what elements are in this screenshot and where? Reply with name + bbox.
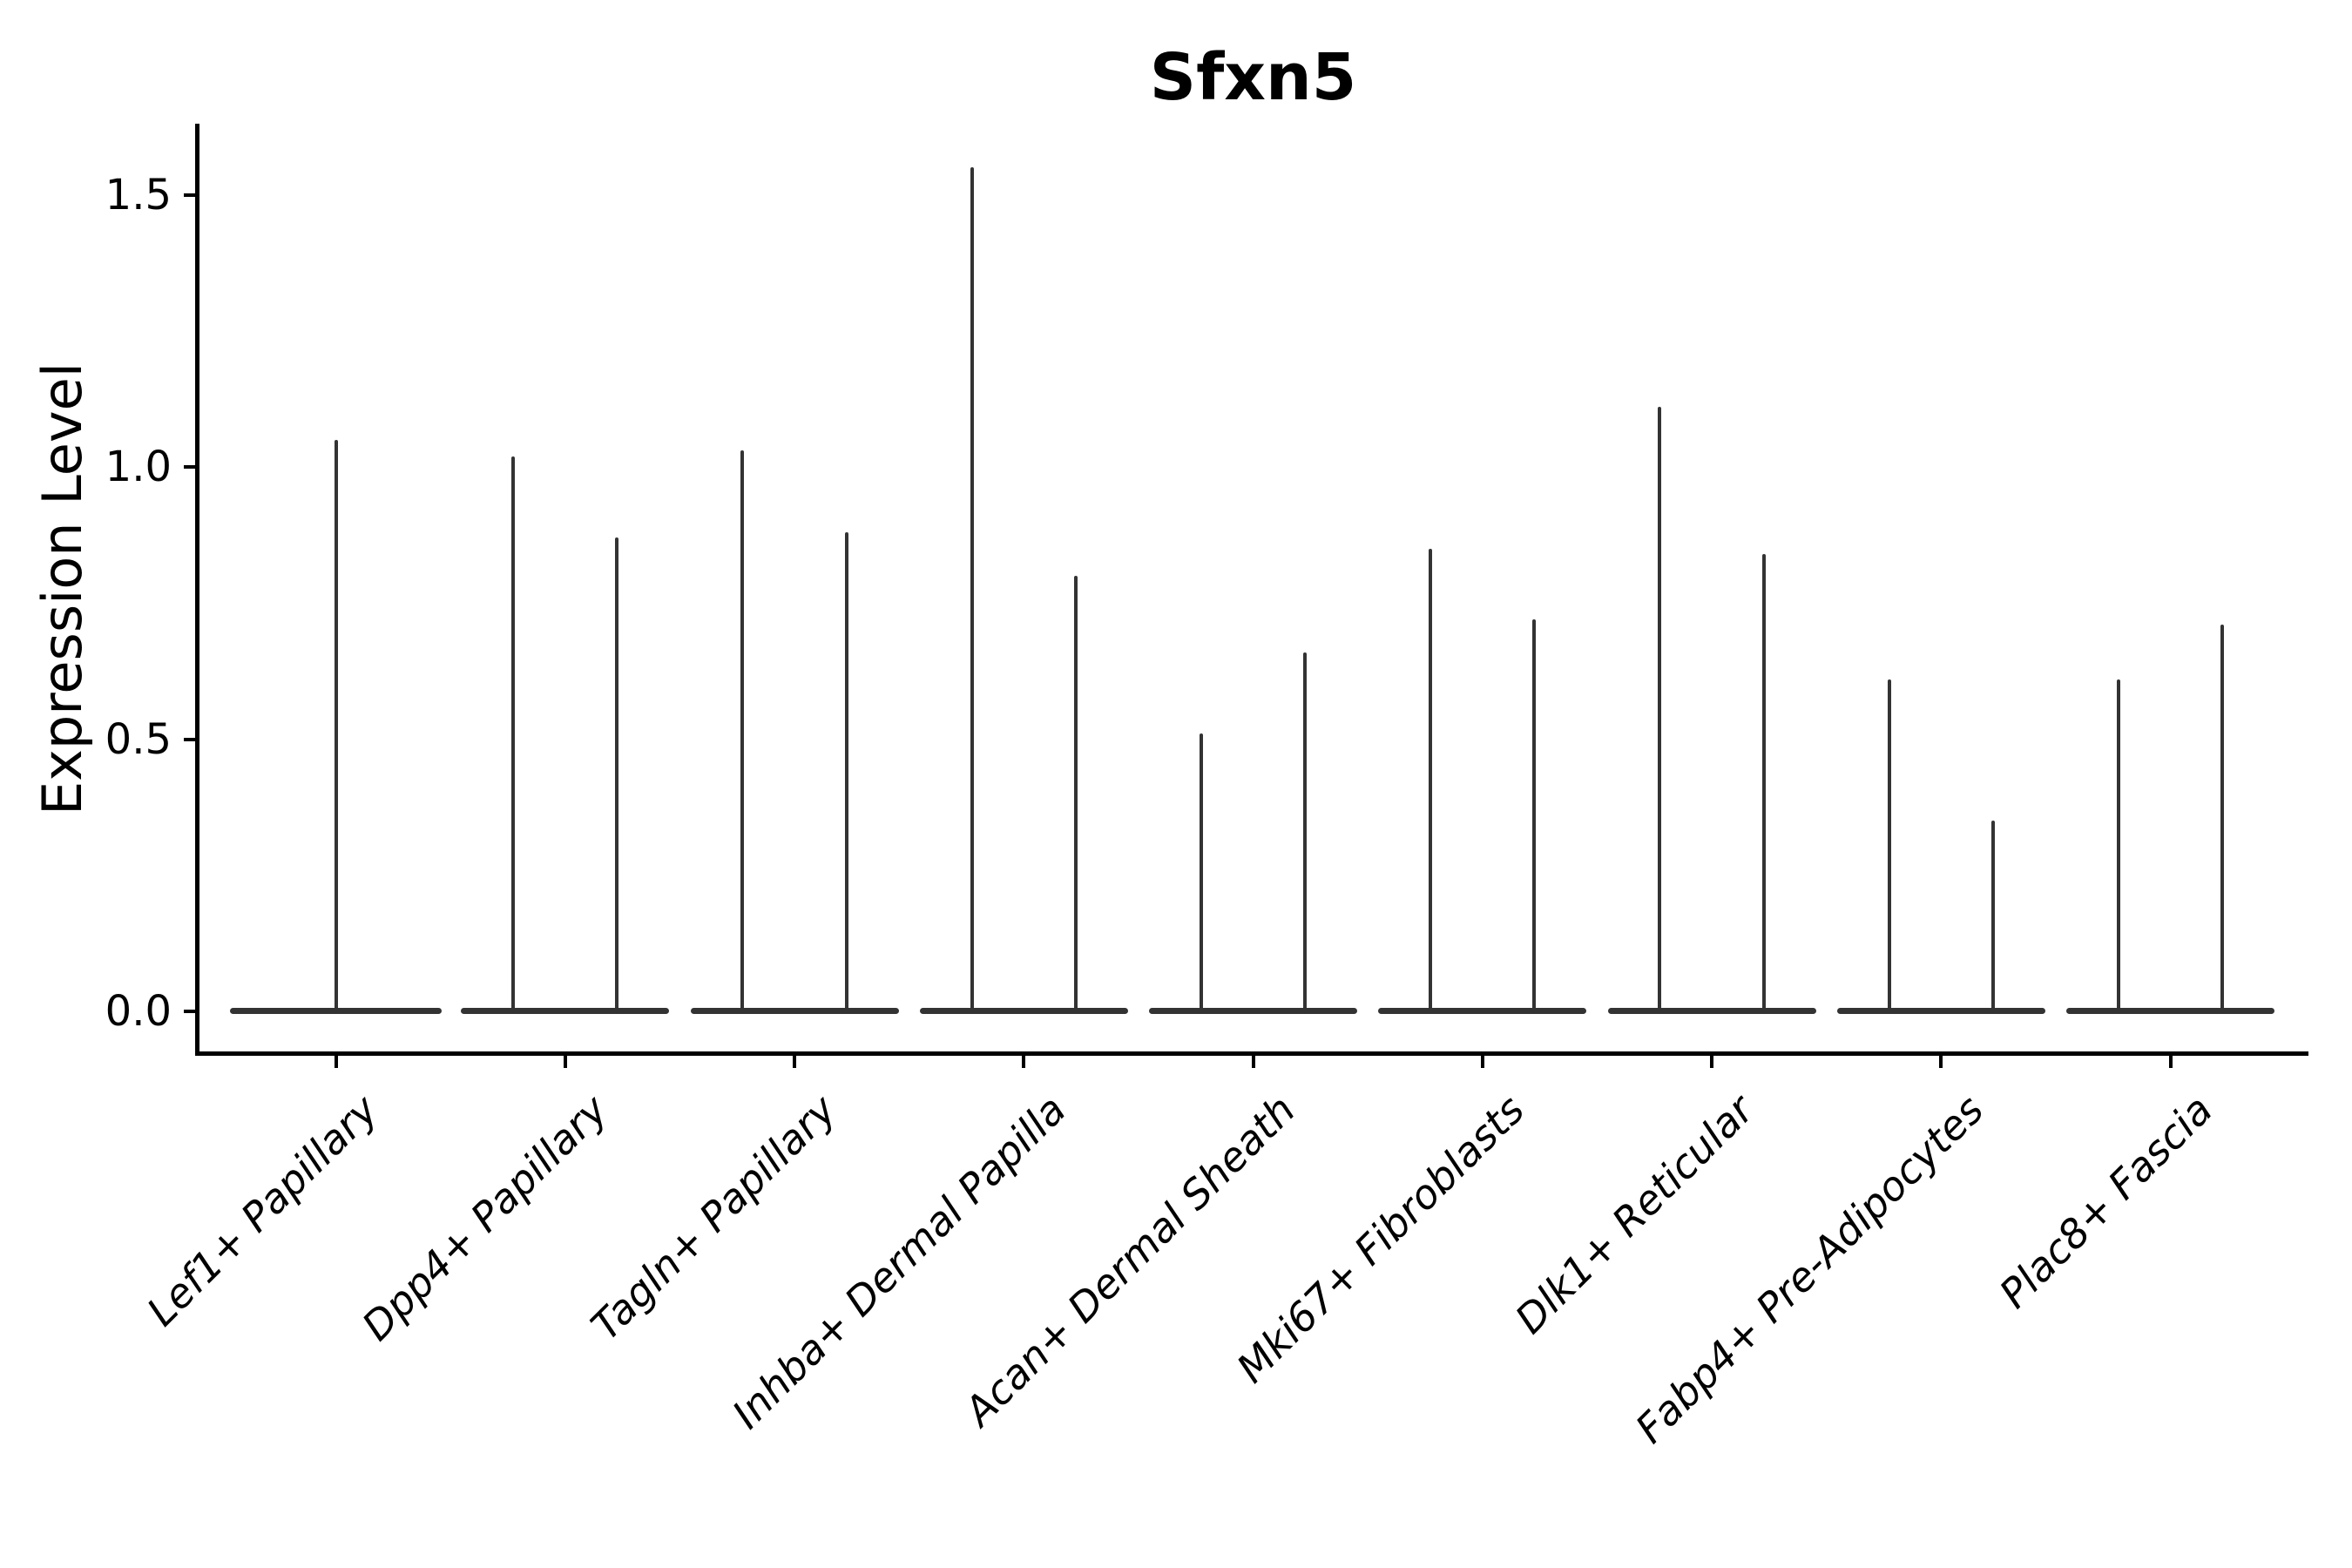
y-axis-spine: [195, 124, 199, 1056]
x-tick-label: Dlk1+ Reticular: [1506, 1085, 1763, 1343]
x-tick-mark: [2168, 1056, 2173, 1068]
violin-spike: [511, 456, 516, 1014]
violin-spike: [1429, 548, 1433, 1014]
x-tick-mark: [334, 1056, 338, 1068]
x-tick-mark: [1710, 1056, 1713, 1068]
violin-spike: [334, 439, 338, 1014]
violin-spike: [1990, 821, 1995, 1014]
y-tick-mark: [184, 737, 196, 741]
violin-spike: [1199, 733, 1203, 1014]
violin-base: [690, 1008, 899, 1014]
x-tick-mark: [1480, 1056, 1484, 1068]
violin-spike: [1532, 619, 1537, 1014]
violin-base: [461, 1008, 670, 1014]
violin-spike: [970, 167, 974, 1014]
violin-base: [1378, 1008, 1587, 1014]
y-tick-label: 0.0: [105, 987, 172, 1036]
x-axis-spine: [195, 1051, 2308, 1056]
violin-spike: [615, 537, 619, 1014]
y-tick-label: 1.5: [105, 170, 172, 220]
violin-spike: [2220, 625, 2225, 1014]
y-tick-mark: [184, 465, 196, 469]
y-tick-label: 1.0: [105, 443, 172, 491]
x-tick-label: Tagln+ Papillary: [582, 1085, 846, 1349]
x-tick-mark: [1939, 1056, 1943, 1068]
violin-spike: [740, 450, 745, 1014]
violin-spike: [844, 532, 848, 1014]
violin-spike: [1761, 554, 1766, 1014]
violin-base: [919, 1008, 1128, 1014]
x-tick-mark: [1022, 1056, 1026, 1068]
violin-base: [1836, 1008, 2045, 1014]
violin-base: [1607, 1008, 1816, 1014]
y-axis-label: Expression Level: [30, 362, 94, 815]
x-tick-label: Dpp4+ Papillary: [352, 1085, 617, 1350]
y-tick-mark: [184, 1010, 196, 1013]
violin-base: [2066, 1008, 2274, 1014]
violin-base: [1149, 1008, 1357, 1014]
x-tick-label: Plac8+ Fascia: [1990, 1085, 2222, 1317]
violin-spike: [2116, 679, 2120, 1014]
x-tick-mark: [793, 1056, 796, 1068]
y-tick-mark: [184, 193, 196, 197]
y-tick-label: 0.5: [105, 714, 172, 764]
violin-spike: [1303, 652, 1308, 1014]
x-tick-mark: [1251, 1056, 1255, 1068]
x-tick-label: Lef1+ Papillary: [138, 1085, 388, 1335]
violin-spike: [1073, 576, 1078, 1014]
violin-spike: [1887, 679, 1891, 1014]
violin-spike: [1658, 407, 1662, 1014]
x-tick-mark: [563, 1056, 567, 1068]
plot-title: Sfxn5: [1149, 40, 1357, 115]
